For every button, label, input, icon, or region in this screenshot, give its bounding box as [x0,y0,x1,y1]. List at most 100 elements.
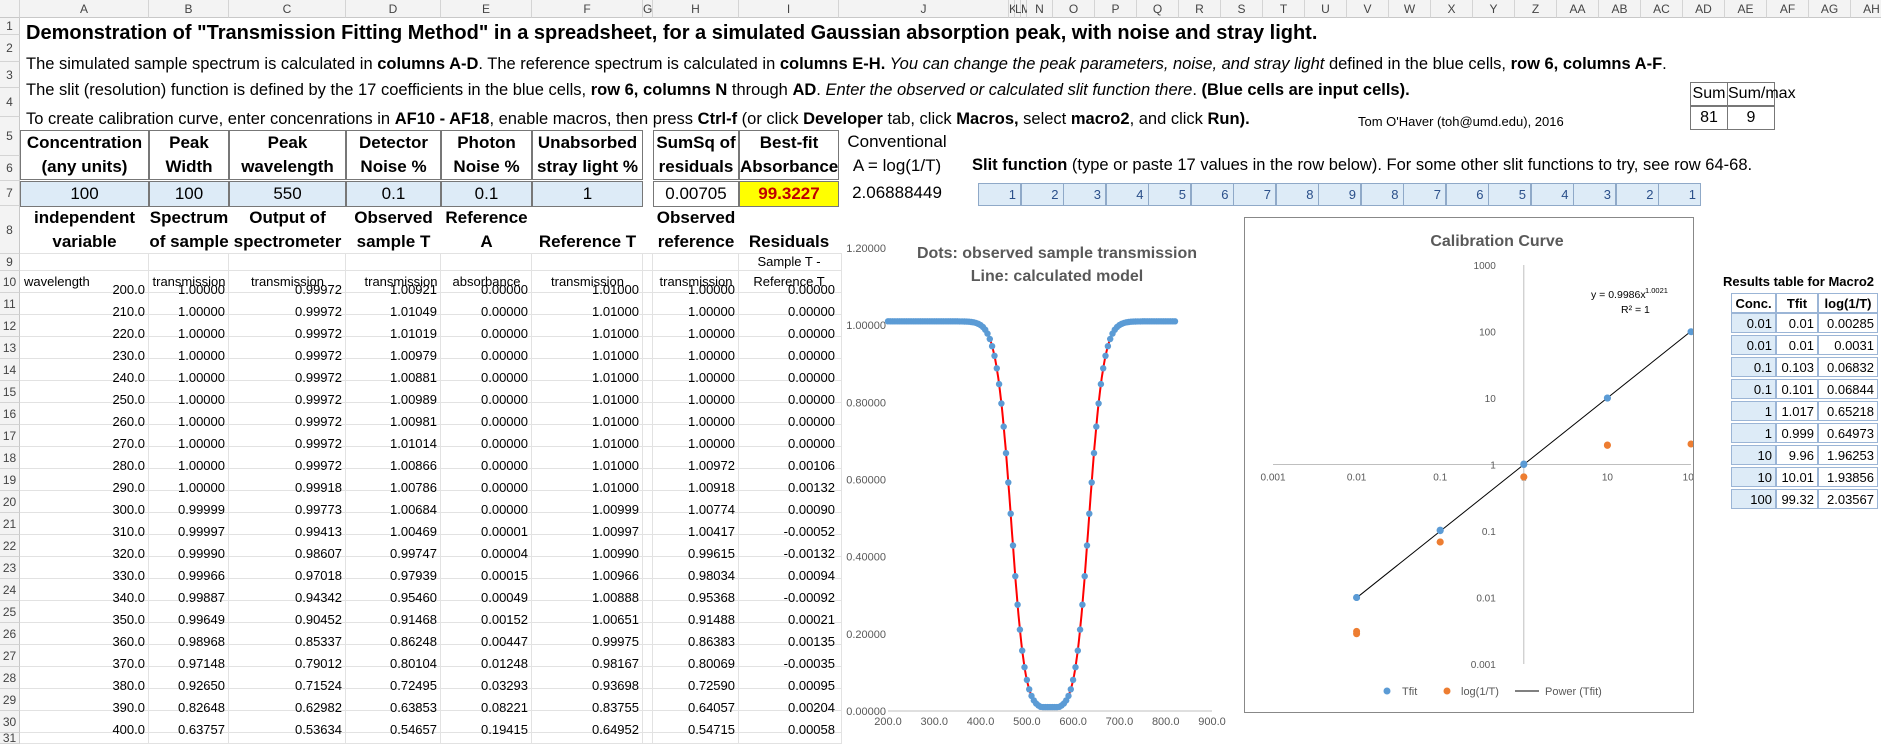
results-header[interactable]: log(1/T) [1818,293,1878,313]
results-cell[interactable]: 10 [1731,445,1776,465]
table-cell[interactable]: 0.19415 [481,722,528,737]
table-cell[interactable]: 1.01000 [592,480,639,495]
header-sumsq[interactable]: SumSq of residuals [653,130,739,180]
table-cell[interactable]: 0.90452 [295,612,342,627]
table-cell[interactable]: 210.0 [112,304,145,319]
column-header[interactable]: P [1095,0,1137,18]
results-cell[interactable]: 0.01 [1731,335,1776,355]
row-header[interactable]: 4 [0,88,20,117]
row-header[interactable]: 9 [0,254,20,271]
column-header[interactable]: O [1053,0,1095,18]
table-cell[interactable]: 1.00979 [390,348,437,363]
table-cell[interactable]: 1.01000 [592,414,639,429]
column-header[interactable]: J [839,0,1009,18]
results-cell[interactable]: 0.00285 [1818,313,1878,333]
table-cell[interactable]: 0.00000 [788,326,835,341]
table-cell[interactable]: 0.00000 [788,414,835,429]
table-cell[interactable]: 1.00000 [688,414,735,429]
table-cell[interactable]: 1.00000 [688,348,735,363]
calibration-chart[interactable]: Calibration Curve 1000 100 10 1 0.1 0.01 0.001… [1244,217,1694,713]
input-detector-noise[interactable]: 0.1 [346,181,441,207]
header-stray-light[interactable]: Unabsorbed stray light % [532,130,643,180]
table-cell[interactable]: 0.91468 [390,612,437,627]
table-cell[interactable]: 1.00981 [390,414,437,429]
table-cell[interactable]: 0.00000 [788,348,835,363]
table-cell[interactable]: 260.0 [112,414,145,429]
table-cell[interactable]: 1.00000 [178,480,225,495]
table-cell[interactable]: 1.00000 [688,436,735,451]
table-cell[interactable]: 320.0 [112,546,145,561]
table-cell[interactable]: 0.82648 [178,700,225,715]
table-cell[interactable]: 1.00000 [688,326,735,341]
row-header[interactable]: 23 [0,557,20,579]
row-header[interactable]: 27 [0,645,20,667]
table-cell[interactable]: 1.00000 [688,370,735,385]
table-cell[interactable]: 0.92650 [178,678,225,693]
table-cell[interactable]: 0.91488 [688,612,735,627]
column-header[interactable]: E [441,0,532,18]
table-cell[interactable]: 1.00999 [592,502,639,517]
results-cell[interactable]: 10 [1731,467,1776,487]
input-peak-width[interactable]: 100 [149,181,229,207]
table-cell[interactable]: 400.0 [112,722,145,737]
table-cell[interactable]: 0.00106 [788,458,835,473]
table-cell[interactable]: 0.00000 [481,458,528,473]
table-cell[interactable]: 1.01019 [390,326,437,341]
results-cell[interactable]: 0.101 [1776,379,1818,399]
summax-value[interactable]: 9 [1727,106,1775,130]
table-cell[interactable]: 0.86248 [390,634,437,649]
results-cell[interactable]: 0.999 [1776,423,1818,443]
row-header[interactable]: 21 [0,513,20,535]
table-cell[interactable]: 340.0 [112,590,145,605]
table-cell[interactable]: 0.00000 [788,392,835,407]
table-cell[interactable]: 270.0 [112,436,145,451]
column-header[interactable]: AD [1683,0,1725,18]
row-header[interactable]: 29 [0,689,20,711]
table-cell[interactable]: 0.99413 [295,524,342,539]
table-cell[interactable]: 0.01248 [481,656,528,671]
select-all-corner[interactable] [0,0,20,18]
table-cell[interactable]: 0.00090 [788,502,835,517]
table-cell[interactable]: 1.00966 [592,568,639,583]
table-cell[interactable]: 390.0 [112,700,145,715]
results-header[interactable]: Conc. [1731,293,1776,313]
table-cell[interactable]: 0.98607 [295,546,342,561]
column-header[interactable]: X [1431,0,1473,18]
row-header[interactable]: 17 [0,425,20,447]
table-cell[interactable]: 220.0 [112,326,145,341]
table-cell[interactable]: 0.99972 [295,392,342,407]
input-peak-wavelength[interactable]: 550 [229,181,346,207]
results-cell[interactable]: 0.1 [1731,357,1776,377]
table-cell[interactable]: 1.00000 [688,282,735,297]
table-cell[interactable]: 290.0 [112,480,145,495]
header-concentration[interactable]: Concentration (any units) [20,130,149,180]
row-header[interactable]: 3 [0,62,20,88]
column-header[interactable]: AE [1725,0,1767,18]
table-cell[interactable]: 0.99918 [295,480,342,495]
header-conventional[interactable]: Conventional A = log(1/T) [842,130,952,180]
results-cell[interactable]: 0.01 [1731,313,1776,333]
slit-coefficient[interactable]: 4 [1530,183,1574,206]
slit-coefficient[interactable]: 3 [1063,183,1106,206]
results-cell[interactable]: 0.06832 [1818,357,1878,377]
slit-coefficient[interactable]: 5 [1488,183,1531,206]
column-header[interactable]: T [1263,0,1305,18]
table-cell[interactable]: 0.00000 [481,502,528,517]
slit-coefficient[interactable]: 1 [1658,183,1701,206]
table-cell[interactable]: 0.99972 [295,348,342,363]
table-cell[interactable]: 0.99615 [688,546,735,561]
table-cell[interactable]: 1.00684 [390,502,437,517]
table-cell[interactable]: 0.97148 [178,656,225,671]
table-cell[interactable]: 0.00049 [481,590,528,605]
table-cell[interactable]: 1.00651 [592,612,639,627]
table-cell[interactable]: 310.0 [112,524,145,539]
table-cell[interactable]: 0.72590 [688,678,735,693]
row-header[interactable]: 8 [0,206,20,254]
conventional-value[interactable]: 2.06888449 [852,183,942,202]
table-cell[interactable]: 1.00997 [592,524,639,539]
results-cell[interactable]: 1.93856 [1818,467,1878,487]
table-cell[interactable]: 1.01049 [390,304,437,319]
table-cell[interactable]: 0.93698 [592,678,639,693]
table-cell[interactable]: 0.00132 [788,480,835,495]
table-cell[interactable]: 0.54715 [688,722,735,737]
